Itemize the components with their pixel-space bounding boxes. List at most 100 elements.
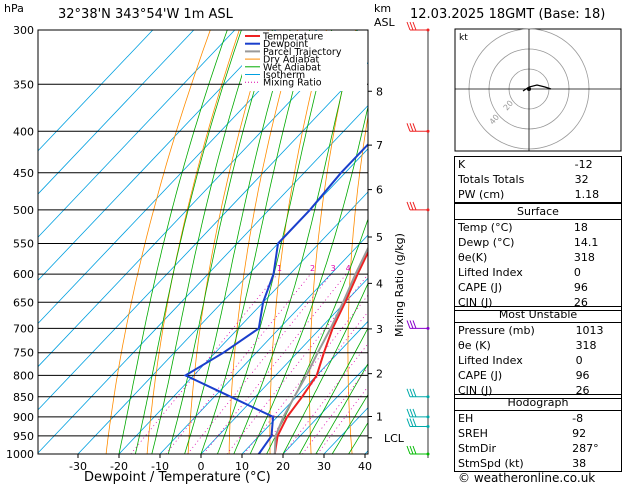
wind-barb — [406, 320, 430, 330]
wind-barb-feather — [406, 388, 411, 397]
copyright-text: © weatheronline.co.uk — [458, 471, 596, 485]
isotherm-line — [38, 30, 277, 281]
hodograph-storm-motion — [527, 87, 531, 91]
wind-barb-dot — [426, 129, 430, 133]
wind-barb-dot — [426, 28, 430, 32]
height-tick-label: 8 — [376, 85, 383, 98]
surface-row-value: 14.1 — [570, 235, 622, 250]
totals-label: Totals Totals — [453, 172, 572, 187]
wind-barb-feather — [406, 123, 411, 132]
hodo-row-label: StmSpd (kt) — [454, 456, 570, 472]
k-index-label: K — [453, 156, 572, 172]
mixing-ratio-tick-label: 20 — [436, 264, 446, 273]
wind-barb — [406, 21, 430, 32]
hodograph-title: Hodograph — [454, 394, 622, 411]
wet-adiabat-line — [299, 327, 368, 454]
hodo-row-label: SREH — [454, 426, 570, 441]
pressure-tick-label: 800 — [13, 369, 34, 382]
mixing-ratio-tick-label: 3 — [331, 264, 336, 273]
surface-row-label: Temp (°C) — [453, 219, 571, 235]
height-tick-label: LCL — [384, 432, 405, 445]
wind-barb-feather — [409, 388, 414, 397]
most-unstable-title: Most Unstable — [454, 306, 622, 323]
wet-adiabat-line — [331, 393, 368, 454]
wind-barb-feather — [409, 201, 414, 211]
height-tick-label: 1 — [376, 411, 383, 424]
legend-entry: Mixing Ratio — [263, 78, 322, 89]
mu-row-label: Pressure (mb) — [453, 322, 573, 338]
mixing-ratio-line — [203, 273, 347, 454]
x-tick-label: 40 — [358, 460, 372, 473]
wind-barb — [406, 388, 430, 399]
surface-title: Surface — [454, 203, 622, 220]
wet-adiabat-line — [118, 30, 228, 454]
isotherm-line — [38, 61, 368, 411]
datetime-title: 12.03.2025 18GMT (Base: 18) — [410, 7, 606, 22]
pw-value: 1.18 — [571, 187, 622, 203]
height-tick-label: 7 — [376, 139, 383, 152]
height-tick-label: 4 — [376, 277, 383, 290]
x-tick-label: -20 — [110, 460, 128, 473]
wind-barb-dot — [426, 326, 430, 330]
pressure-unit-label: hPa — [4, 2, 24, 15]
pw-label: PW (cm) — [453, 187, 572, 203]
surface-row-label: θe(K) — [453, 250, 571, 265]
mixing-ratio-axis-label: Mixing Ratio (g/kg) — [393, 233, 406, 337]
hodo-row-value: -8 — [569, 410, 623, 426]
k-index-value: -12 — [571, 156, 622, 172]
wind-barb-feather — [412, 21, 417, 31]
parcel-trajectory-line — [273, 245, 368, 454]
legend-background — [242, 31, 367, 91]
pressure-tick-label: 1000 — [6, 448, 34, 461]
surface-row-label: Lifted Index — [453, 265, 571, 280]
wind-barb — [406, 201, 430, 212]
wind-barb-feather — [406, 445, 411, 455]
hodo-row-value: 92 — [569, 426, 623, 441]
wet-adiabat-line — [184, 30, 291, 454]
legend-entry: Parcel Trajectory — [263, 47, 342, 58]
dry-adiabat-line — [421, 30, 443, 454]
wind-barb — [406, 123, 430, 133]
wind-barb-feather — [409, 320, 414, 329]
legend-entry: Temperature — [262, 32, 323, 43]
surface-row-value: 18 — [570, 219, 622, 235]
wind-barb-feather — [409, 21, 414, 31]
height-tick-label: 5 — [376, 231, 383, 244]
wind-barb — [406, 408, 430, 419]
hodograph-frame — [454, 28, 622, 152]
legend-entry: Dewpoint — [263, 39, 308, 50]
x-tick-label: -10 — [151, 460, 169, 473]
wind-barb-feather — [409, 123, 414, 132]
dry-adiabat-line — [105, 30, 211, 454]
wind-barb-feather — [412, 408, 417, 418]
height-tick-label: 3 — [376, 323, 383, 336]
wind-barb-feather — [412, 320, 417, 329]
wind-barb-dot — [426, 415, 430, 419]
mixing-ratio-line — [130, 273, 278, 454]
surface-row-value: 0 — [570, 265, 622, 280]
pressure-tick-label: 750 — [13, 347, 34, 360]
hodograph-unit-label: kt — [459, 33, 468, 43]
wind-barb-feather — [406, 418, 411, 427]
isotherm-line — [38, 30, 154, 152]
wind-barb-feather — [412, 201, 417, 211]
mixing-ratio-line — [316, 385, 368, 454]
x-axis-label: Dewpoint / Temperature (°C) — [84, 470, 271, 485]
isotherm-line — [38, 30, 236, 238]
mu-row-label: θe (K) — [453, 338, 573, 353]
wet-adiabat-line — [217, 30, 333, 454]
mixing-ratio-tick-label: 1 — [277, 264, 282, 273]
dry-adiabat-line — [228, 30, 298, 454]
x-tick-label: -30 — [69, 460, 87, 473]
totals-value: 32 — [571, 172, 622, 187]
hodo-row-label: StmDir — [454, 441, 570, 456]
mixing-ratio-tick-label: 15 — [419, 264, 429, 273]
wind-barb — [406, 445, 430, 456]
temperature-line — [273, 250, 368, 454]
surface-row-label: Dewp (°C) — [453, 235, 571, 250]
surface-row-label: CAPE (J) — [453, 280, 571, 295]
wind-barb-feather — [409, 445, 414, 455]
most-unstable-table: Most Unstable Pressure (mb) 1013 θe (K) 31… — [453, 306, 622, 399]
pressure-tick-label: 450 — [13, 167, 34, 180]
